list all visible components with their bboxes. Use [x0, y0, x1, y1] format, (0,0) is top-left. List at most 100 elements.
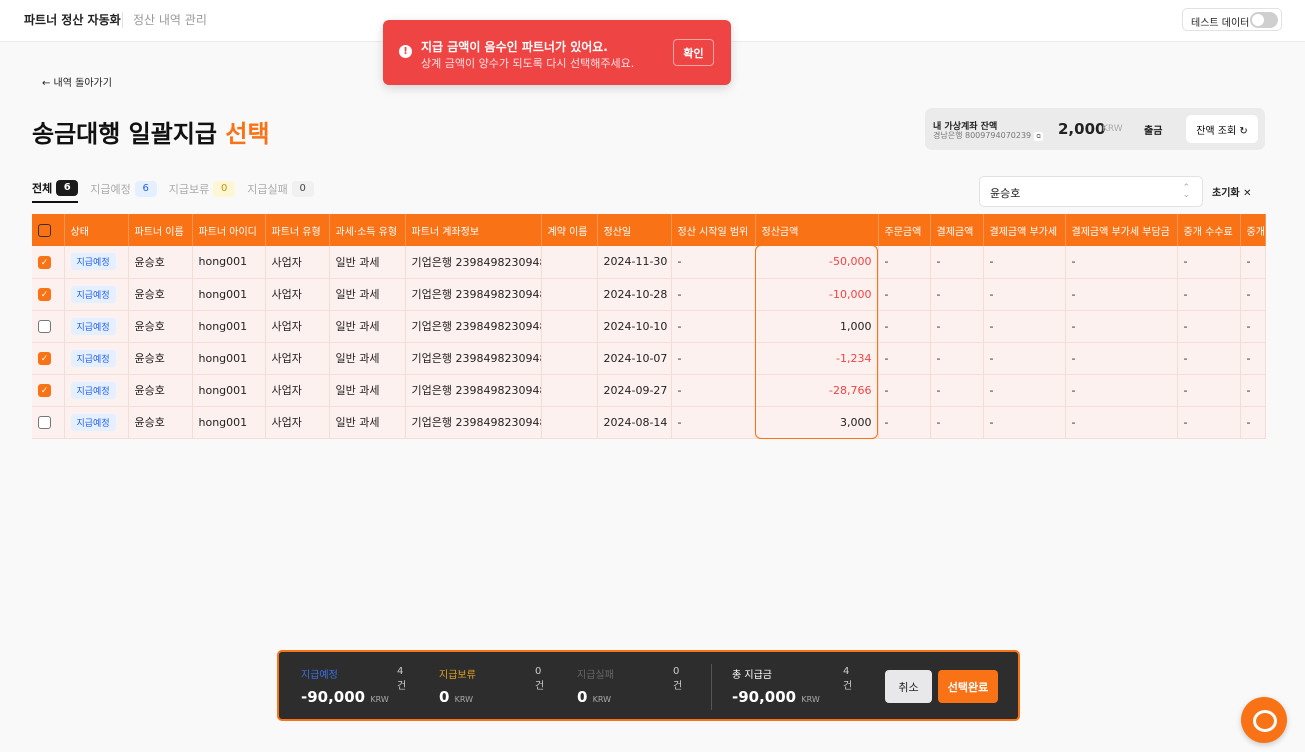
cell-empty: -	[878, 406, 931, 439]
status-cell: 지급예정	[64, 374, 129, 407]
cell-type: 사업자	[265, 374, 330, 407]
cell-empty: -	[1240, 310, 1266, 343]
row-checkbox[interactable]: ✓	[38, 383, 51, 397]
tab-3[interactable]: 지급실패 0	[247, 180, 314, 203]
column-header: 결제금액 부가세	[983, 214, 1066, 246]
cell-empty: -	[878, 342, 931, 375]
summary-label: 지급보류	[439, 670, 476, 681]
column-header: 상태	[64, 214, 129, 246]
cell-name: 윤승호	[128, 310, 193, 343]
cell-id: hong001	[192, 278, 266, 311]
row-checkbox[interactable]	[38, 319, 51, 333]
tab-2[interactable]: 지급보류 0	[169, 180, 236, 203]
reset-button[interactable]: 초기화 ✕	[1212, 188, 1252, 199]
status-badge: 지급예정	[70, 413, 116, 431]
cell-empty: -	[930, 406, 984, 439]
cell-empty: -	[1177, 278, 1241, 311]
partner-select[interactable]: 윤승호 ⌃ ⌄	[979, 176, 1203, 207]
tab-0[interactable]: 전체 6	[32, 180, 79, 203]
cell-amount: 1,000	[755, 310, 879, 343]
tab-count-badge: 6	[56, 180, 79, 196]
page-title: 송금대행 일괄지급 선택	[32, 114, 270, 149]
cell-empty: -	[1177, 246, 1241, 279]
cell-contract	[541, 278, 598, 311]
cell-type: 사업자	[265, 342, 330, 375]
cell-range: -	[671, 406, 756, 439]
cell-empty: -	[878, 310, 931, 343]
chat-icon[interactable]	[1241, 697, 1287, 743]
row-checkbox[interactable]: ✓	[38, 351, 51, 365]
status-badge: 지급예정	[70, 317, 116, 335]
tab-1[interactable]: 지급예정 6	[90, 180, 157, 203]
table-row[interactable]: ✓ 지급예정 윤승호 hong001 사업자 일반 과세 기업은행 239849823094…	[32, 278, 1266, 311]
status-badge: 지급예정	[70, 349, 116, 367]
row-checkbox[interactable]: ✓	[38, 255, 51, 269]
cell-empty: -	[930, 342, 984, 375]
withdraw-button[interactable]: 출금	[1144, 126, 1163, 137]
summary-label: 지급실패	[577, 670, 614, 681]
select-all-checkbox[interactable]	[38, 223, 51, 237]
test-data-label: 테스트 데이터	[1191, 18, 1250, 29]
nav-settlement-history[interactable]: 정산 내역 관리	[133, 13, 207, 27]
cell-date: 2024-10-07	[597, 342, 672, 375]
summary-value: -90,000 KRW	[732, 688, 820, 706]
cell-tax: 일반 과세	[329, 342, 406, 375]
table-row[interactable]: ✓ 지급예정 윤승호 hong001 사업자 일반 과세 기업은행 239849823094…	[32, 246, 1266, 279]
cell-type: 사업자	[265, 310, 330, 343]
cell-empty: -	[1065, 342, 1178, 375]
table-row[interactable]: ✓ 지급예정 윤승호 hong001 사업자 일반 과세 기업은행 239849823094…	[32, 374, 1266, 407]
cell-name: 윤승호	[128, 406, 193, 439]
toast-confirm-button[interactable]: 확인	[673, 39, 714, 66]
back-link[interactable]: ← 내역 돌아가기	[42, 78, 112, 89]
summary-count: 4 건	[843, 666, 853, 692]
column-header: 중개	[1240, 214, 1266, 246]
cell-name: 윤승호	[128, 342, 193, 375]
column-header: 결제금액 부가세 부담금	[1065, 214, 1178, 246]
cell-range: -	[671, 246, 756, 279]
cell-tax: 일반 과세	[329, 246, 406, 279]
cell-empty: -	[878, 374, 931, 407]
refresh-balance-button[interactable]: 잔액 조회 ↻	[1186, 115, 1258, 143]
error-toast: ! 지급 금액이 음수인 파트너가 있어요. 상계 금액이 양수가 되도록 다시…	[383, 20, 731, 85]
tab-count-badge: 0	[291, 181, 314, 197]
toggle-switch[interactable]	[1250, 12, 1278, 28]
cell-bank: 기업은행 2398498230948	[405, 310, 542, 343]
cell-bank: 기업은행 2398498230948	[405, 406, 542, 439]
status-cell: 지급예정	[64, 310, 129, 343]
row-select-cell: ✓	[32, 374, 65, 407]
summary-unit: KRW	[370, 695, 389, 704]
account-number: 경남은행 8009794070239 ⧉	[933, 130, 1044, 141]
table-row[interactable]: 지급예정 윤승호 hong001 사업자 일반 과세 기업은행 2398498230948…	[32, 406, 1266, 439]
summary-group: 지급예정 4 건 -90,000 KRW	[301, 666, 406, 706]
row-checkbox[interactable]	[38, 415, 51, 429]
toast-title: 지급 금액이 음수인 파트너가 있어요.	[421, 40, 608, 54]
app-brand[interactable]: 파트너 정산 자동화	[24, 13, 121, 27]
copy-icon[interactable]: ⧉	[1034, 132, 1044, 141]
complete-selection-button[interactable]: 선택완료	[938, 670, 998, 703]
column-header: 과세·소득 유형	[329, 214, 406, 246]
status-cell: 지급예정	[64, 278, 129, 311]
cell-empty: -	[930, 374, 984, 407]
cell-type: 사업자	[265, 278, 330, 311]
test-data-toggle[interactable]: 테스트 데이터	[1182, 8, 1282, 31]
table-row[interactable]: ✓ 지급예정 윤승호 hong001 사업자 일반 과세 기업은행 239849823094…	[32, 342, 1266, 375]
partner-select-value: 윤승호	[990, 187, 1021, 200]
summary-unit: KRW	[454, 695, 474, 704]
column-header: 파트너 이름	[128, 214, 193, 246]
row-select-cell	[32, 310, 65, 343]
table-row[interactable]: 지급예정 윤승호 hong001 사업자 일반 과세 기업은행 2398498230948…	[32, 310, 1266, 343]
row-checkbox[interactable]: ✓	[38, 287, 51, 301]
cell-amount: -50,000	[755, 246, 879, 279]
cell-range: -	[671, 310, 756, 343]
status-cell: 지급예정	[64, 246, 129, 279]
column-header: 계약 이름	[541, 214, 598, 246]
cell-contract	[541, 246, 598, 279]
cell-amount: -10,000	[755, 278, 879, 311]
cell-empty: -	[930, 246, 984, 279]
cell-contract	[541, 374, 598, 407]
cancel-button[interactable]: 취소	[885, 670, 932, 703]
cell-contract	[541, 310, 598, 343]
status-badge: 지급예정	[70, 381, 116, 399]
cell-empty: -	[983, 278, 1066, 311]
